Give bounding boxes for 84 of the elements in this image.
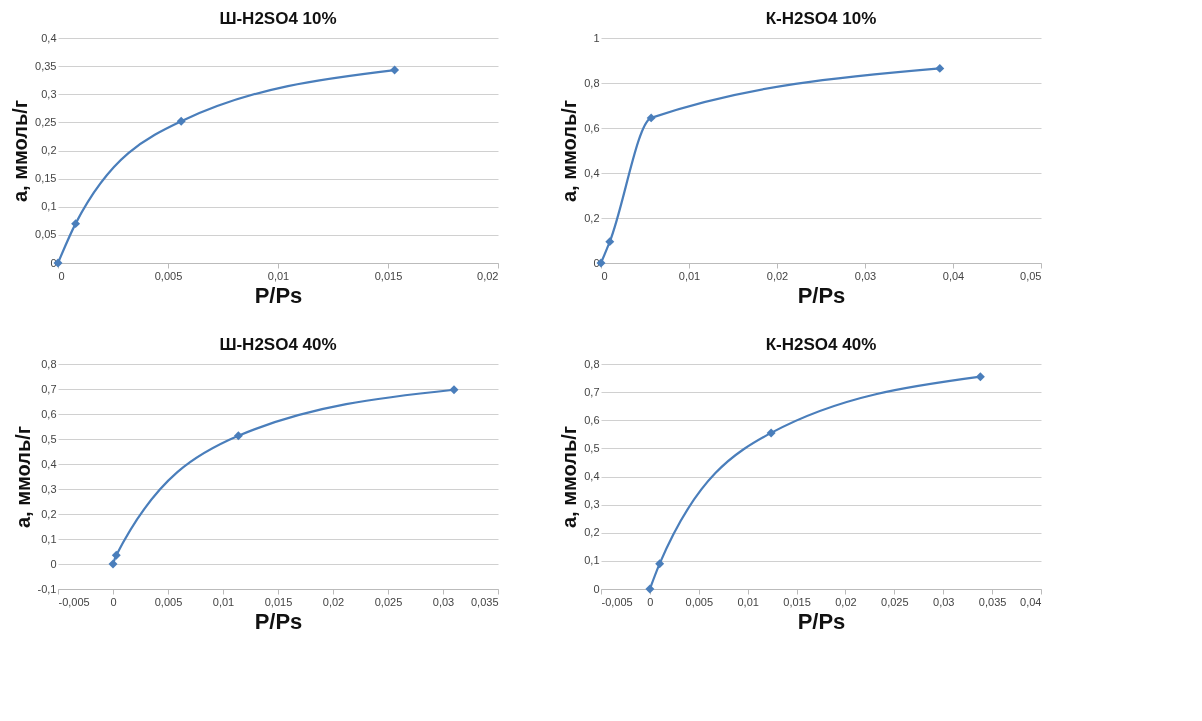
x-tick-label: 0,01 [678, 269, 701, 282]
y-axis-title: а, ммоль/г [11, 425, 34, 529]
x-axis-title: P/Ps [797, 608, 846, 634]
y-tick-label: 0,4 [41, 457, 57, 470]
x-tick-label: 0,015 [374, 269, 403, 282]
y-tick-label: 0,3 [41, 87, 57, 100]
x-tick-label: 0,03 [432, 595, 455, 608]
x-tick-label: 0,025 [881, 595, 909, 608]
y-tick-label: 0,2 [41, 144, 57, 156]
x-tick-label: 0,01 [737, 595, 759, 608]
chart-title: Ш-H2SO4 10% [219, 9, 337, 28]
x-tick-label: 0,03 [933, 595, 955, 608]
x-tick-label: 0,015 [264, 595, 293, 608]
y-axis-title: а, ммоль/г [9, 99, 32, 203]
point [176, 116, 186, 126]
y-tick-label: 0,05 [35, 228, 57, 241]
point [645, 584, 655, 594]
x-tick-label: 0,025 [374, 595, 403, 608]
y-tick-label: 1 [593, 31, 600, 44]
x-tick-label: 0,015 [783, 595, 811, 608]
y-tick-label: 0,7 [584, 385, 600, 398]
point [71, 219, 81, 229]
x-axis-title: P/Ps [254, 282, 303, 308]
y-tick-label: 0,2 [584, 211, 600, 224]
x-tick-label: 0,005 [154, 595, 183, 608]
point [605, 237, 615, 247]
x-tick-label: 0,01 [267, 269, 290, 282]
y-tick-label: 0,5 [584, 441, 600, 454]
y-axis-title: а, ммоль/г [558, 425, 581, 529]
x-tick-label: 0,04 [942, 269, 965, 282]
x-tick-label: 0,04 [1020, 595, 1042, 608]
x-tick-label: 0 [601, 269, 608, 282]
x-tick-label: 0 [58, 269, 65, 282]
point [646, 113, 656, 123]
chart-title: Ш-H2SO4 40% [219, 335, 337, 354]
y-tick-label: 0,1 [41, 200, 57, 213]
y-axis-title: а, ммоль/г [558, 99, 581, 203]
x-tick-label: 0,03 [854, 269, 877, 282]
y-tick-label: 0,2 [41, 507, 57, 520]
y-tick-label: 0,4 [584, 166, 600, 179]
chart-title: К-H2SO4 10% [765, 9, 877, 28]
x-tick-label: 0,05 [1020, 269, 1042, 282]
y-tick-label: 0,8 [41, 357, 57, 370]
y-tick-label: 0 [50, 557, 57, 570]
y-tick-label: -0,1 [37, 582, 57, 595]
y-tick-label: 0,3 [584, 498, 600, 511]
x-tick-label: -0,005 [58, 595, 90, 608]
x-tick-label: 0,005 [154, 269, 183, 282]
x-tick-label: -0,005 [601, 595, 633, 608]
point [390, 65, 400, 75]
x-tick-label: 0,02 [322, 595, 345, 608]
y-tick-label: 0,6 [584, 121, 600, 134]
x-tick-label: 0 [110, 595, 117, 608]
y-tick-label: 0,25 [35, 115, 57, 128]
y-tick-label: 0,2 [584, 526, 600, 539]
x-tick-label: 0,02 [766, 269, 789, 282]
y-tick-label: 0,8 [584, 357, 600, 370]
point [655, 559, 665, 569]
y-tick-label: 0,7 [41, 382, 57, 395]
y-tick-label: 0,4 [584, 470, 600, 482]
y-tick-label: 0,3 [41, 482, 57, 495]
y-tick-label: 0,6 [41, 407, 57, 420]
x-axis-title: P/Ps [797, 282, 846, 308]
chart-title: К-H2SO4 40% [765, 335, 877, 354]
y-tick-label: 0,5 [41, 432, 57, 445]
x-tick-label: 0,02 [477, 269, 499, 282]
y-tick-label: 0,6 [584, 413, 600, 426]
y-tick-label: 0,1 [584, 554, 600, 567]
y-tick-label: 0 [593, 582, 600, 595]
y-tick-label: 0,15 [35, 172, 57, 185]
x-tick-label: 0 [647, 595, 654, 608]
y-tick-label: 0,4 [41, 31, 57, 44]
x-tick-label: 0,035 [978, 595, 1007, 608]
y-tick-label: 0,35 [35, 59, 57, 72]
y-tick-label: 0,8 [584, 76, 600, 89]
point [766, 428, 776, 438]
x-tick-label: 0,035 [470, 595, 499, 608]
point [975, 372, 985, 382]
x-axis-title: P/Ps [254, 608, 303, 634]
x-tick-label: 0,01 [212, 595, 235, 608]
x-tick-label: 0,005 [685, 595, 714, 608]
x-tick-label: 0,02 [835, 595, 857, 608]
y-tick-label: 0,1 [41, 532, 57, 545]
point [935, 63, 945, 73]
